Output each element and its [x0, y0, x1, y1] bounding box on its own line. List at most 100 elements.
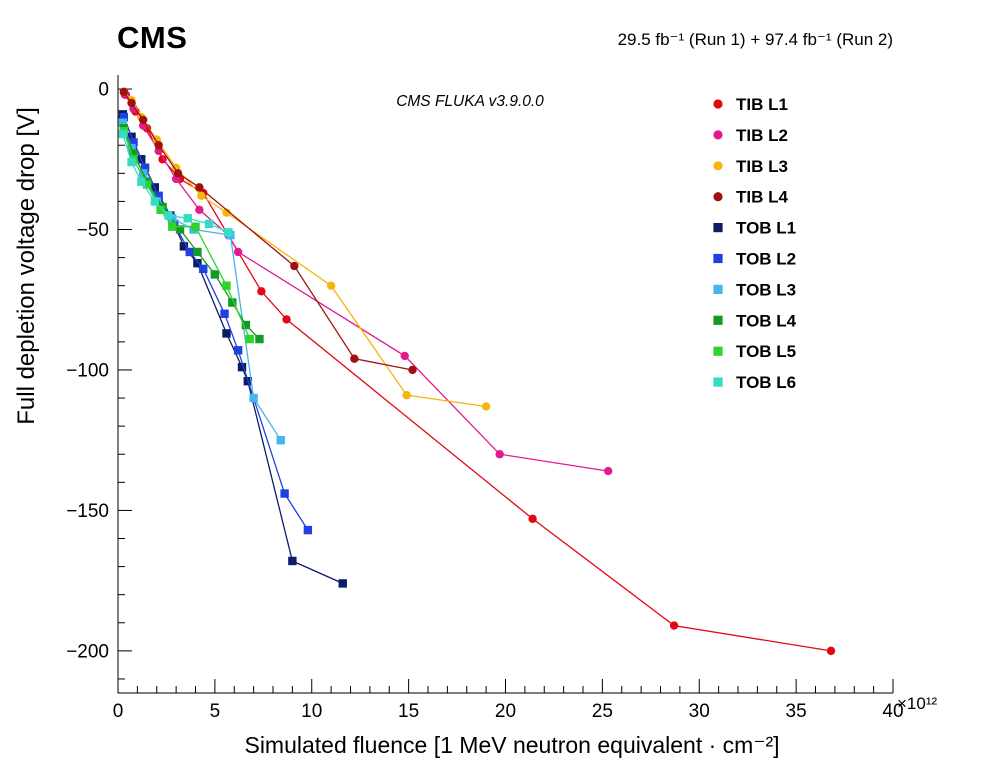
data-point: [303, 525, 313, 535]
series-tib-l2: [120, 90, 613, 476]
data-point: [222, 208, 231, 217]
legend-label: TOB L1: [736, 219, 796, 238]
series-line: [125, 94, 832, 652]
y-tick-label: 0: [98, 80, 109, 101]
legend-item-tob-l4: TOB L4: [713, 311, 797, 330]
x-tick-label: 25: [592, 701, 613, 722]
data-point: [154, 191, 163, 200]
square-marker-icon: [713, 223, 723, 233]
circle-marker-icon: [713, 130, 723, 140]
data-point: [481, 402, 491, 411]
data-point: [150, 197, 160, 206]
data-point: [193, 259, 202, 268]
data-point: [402, 391, 411, 400]
legend-item-tob-l1: TOB L1: [713, 219, 796, 238]
legend-item-tib-l3: TIB L3: [713, 157, 788, 176]
data-point: [193, 247, 202, 257]
data-point: [280, 489, 289, 498]
data-point: [276, 435, 285, 445]
y-tick-label: −100: [66, 360, 109, 381]
y-axis-title: Full depletion voltage drop [V]: [13, 107, 40, 425]
legend-item-tib-l1: TIB L1: [713, 95, 788, 114]
legend-label: TOB L5: [736, 342, 796, 361]
circle-marker-icon: [713, 99, 723, 109]
data-point: [350, 354, 359, 363]
data-point: [119, 87, 129, 97]
series-line: [123, 91, 487, 408]
legend-item-tib-l2: TIB L2: [713, 126, 788, 145]
data-point: [129, 138, 138, 147]
data-point: [156, 205, 165, 215]
data-point: [669, 621, 679, 630]
data-point: [326, 281, 336, 290]
x-tick-label: 0: [113, 701, 124, 722]
data-point: [140, 163, 150, 172]
circle-marker-icon: [713, 161, 723, 171]
data-point: [204, 219, 214, 229]
data-point: [603, 466, 613, 476]
legend-label: TIB L3: [736, 157, 788, 176]
square-marker-icon: [713, 284, 723, 294]
legend-item-tib-l4: TIB L4: [713, 188, 788, 207]
legend-label: TIB L1: [736, 95, 788, 114]
data-point: [210, 270, 220, 279]
data-point: [191, 222, 200, 231]
data-point: [495, 450, 504, 459]
legend-item-tob-l2: TOB L2: [713, 250, 796, 269]
data-point: [199, 264, 208, 274]
data-point: [228, 298, 237, 307]
data-point: [137, 177, 146, 186]
data-point: [222, 329, 231, 338]
series-tib-l1: [121, 90, 836, 656]
data-point: [282, 315, 291, 324]
data-point: [185, 247, 194, 257]
data-point: [338, 579, 347, 588]
data-point: [220, 309, 229, 318]
data-point: [528, 514, 537, 524]
x-tick-label: 20: [495, 701, 516, 722]
series-tob-l2: [119, 112, 313, 535]
legend-label: TIB L2: [736, 126, 788, 145]
data-point: [127, 98, 136, 108]
y-tick-label: −150: [66, 501, 109, 522]
data-point: [179, 242, 189, 251]
data-series: [118, 87, 836, 656]
data-point: [173, 169, 183, 178]
square-marker-icon: [713, 377, 723, 387]
x-tick-label: 40: [882, 701, 903, 722]
data-point: [154, 141, 163, 150]
series-line: [123, 91, 413, 371]
data-point: [257, 287, 266, 296]
data-point: [826, 646, 836, 656]
data-point: [168, 222, 177, 231]
legend: TIB L1 TIB L2 TIB L3 TIB L4 TOB L1 TOB L2 TOB …: [713, 95, 797, 392]
axes: 0 5 10 15 20 25 30 35 40 0 −50 −100 −150 −200: [66, 75, 904, 722]
data-point: [241, 320, 251, 330]
series-tob-l1: [118, 110, 347, 588]
square-marker-icon: [713, 253, 723, 264]
data-point: [138, 115, 148, 125]
data-point: [249, 393, 258, 403]
square-marker-icon: [713, 346, 723, 356]
y-tick-label: −200: [66, 641, 109, 662]
x-axis-title: Simulated fluence [1 MeV neutron equival…: [244, 732, 779, 758]
data-point: [119, 112, 129, 122]
x-tick-label: 35: [786, 701, 807, 722]
experiment-label: CMS: [117, 20, 188, 55]
data-point: [408, 365, 417, 375]
legend-label: TOB L6: [736, 373, 796, 392]
x-tick-label: 10: [301, 701, 322, 722]
x-tick-label: 15: [398, 701, 419, 722]
x-tick-label: 5: [210, 701, 221, 722]
data-point: [233, 247, 243, 257]
series-line: [124, 94, 609, 472]
data-point: [233, 346, 243, 355]
luminosity-label: 29.5 fb⁻¹ (Run 1) + 97.4 fb⁻¹ (Run 2): [617, 30, 893, 49]
y-tick-label: −50: [77, 220, 109, 241]
legend-item-tob-l5: TOB L5: [713, 342, 796, 361]
data-point: [129, 149, 138, 158]
square-marker-icon: [713, 315, 723, 325]
series-tib-l3: [119, 87, 491, 411]
data-point: [400, 351, 409, 361]
